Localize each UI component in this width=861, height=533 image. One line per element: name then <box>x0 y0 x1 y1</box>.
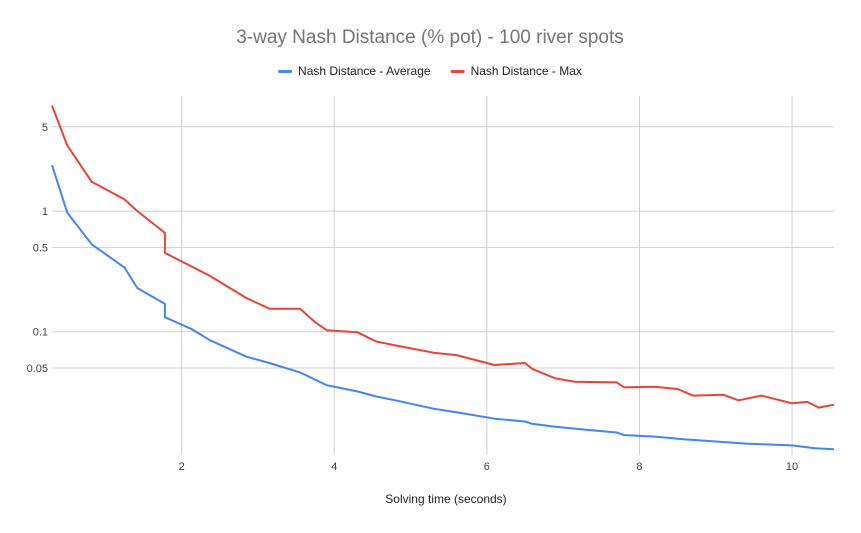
series-lines <box>51 105 835 451</box>
legend: Nash Distance - Average Nash Distance - M… <box>278 64 582 78</box>
legend-label: Nash Distance - Max <box>471 64 582 78</box>
legend-swatch <box>450 70 465 73</box>
series-line-1 <box>51 105 835 409</box>
legend-swatch <box>278 70 293 73</box>
y-gridlines <box>52 126 834 369</box>
x-gridlines <box>181 96 793 455</box>
y-tick-label: 5 <box>42 122 48 134</box>
x-tick-label: 4 <box>331 461 337 473</box>
x-tick-label: 2 <box>179 461 185 473</box>
x-tick-label: 10 <box>786 461 798 473</box>
y-tick-label: 0.05 <box>27 363 48 375</box>
x-tick-label: 6 <box>484 461 490 473</box>
x-axis-ticks: 2 4 6 8 10 <box>179 461 799 473</box>
x-axis-label: Solving time (seconds) <box>385 492 506 506</box>
y-tick-label: 0.5 <box>33 242 48 254</box>
y-tick-label: 1 <box>42 206 48 218</box>
y-tick-label: 0.1 <box>33 327 48 339</box>
legend-item-0: Nash Distance - Average <box>278 64 431 78</box>
chart-title: 3-way Nash Distance (% pot) - 100 river … <box>236 27 624 48</box>
legend-label: Nash Distance - Average <box>298 64 431 78</box>
y-axis-ticks: 5 1 0.5 0.1 0.05 <box>27 122 48 375</box>
legend-item-1: Nash Distance - Max <box>450 64 582 78</box>
x-tick-label: 8 <box>636 461 642 473</box>
series-line-0 <box>51 164 835 451</box>
